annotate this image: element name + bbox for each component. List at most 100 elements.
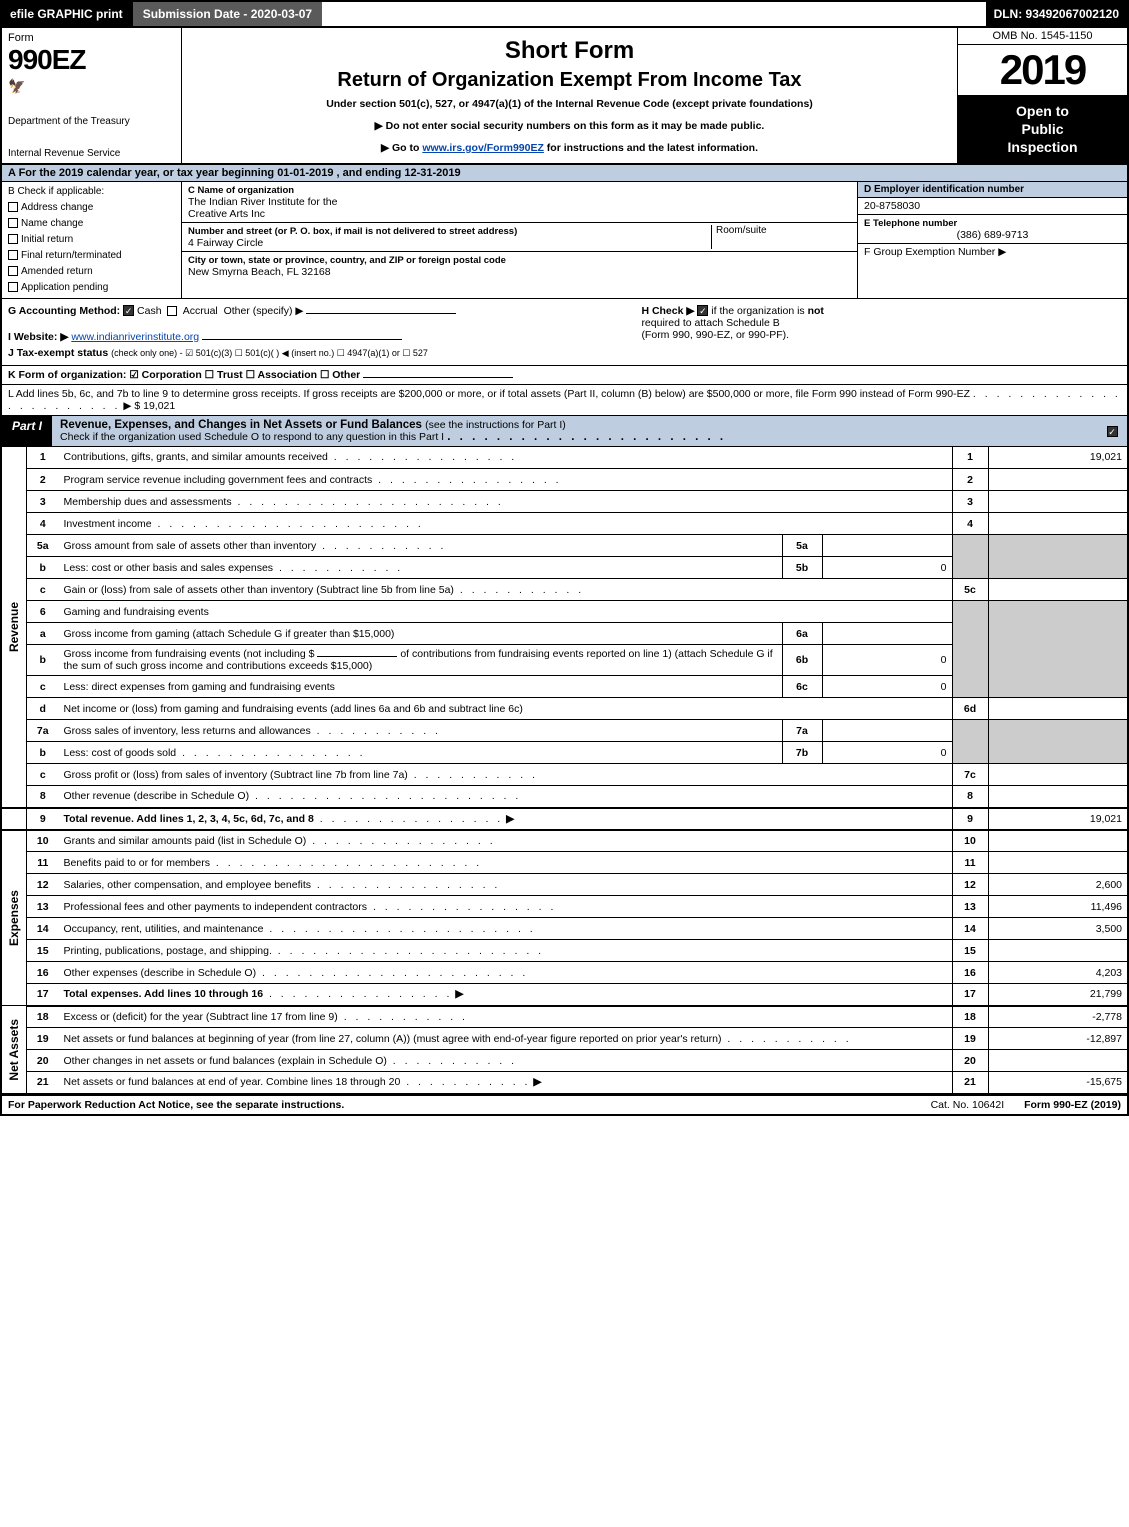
- form-number: 990EZ: [8, 46, 175, 74]
- line-desc: Less: cost or other basis and sales expe…: [64, 562, 274, 574]
- table-row: 3 Membership dues and assessments 3: [1, 491, 1128, 513]
- irs-label: Internal Revenue Service: [8, 148, 175, 159]
- irs-link[interactable]: www.irs.gov/Form990EZ: [422, 142, 544, 154]
- other-specify-field[interactable]: [306, 313, 456, 314]
- open-line2: Public: [962, 120, 1123, 138]
- line-num: a: [27, 623, 59, 645]
- table-row: 9 Total revenue. Add lines 1, 2, 3, 4, 5…: [1, 808, 1128, 830]
- right-num: 9: [952, 808, 988, 830]
- row-k: K Form of organization: ☑ Corporation ☐ …: [0, 366, 1129, 385]
- form-word: Form: [8, 32, 175, 44]
- sub-val: [822, 720, 952, 742]
- label-cash: Cash: [137, 305, 162, 317]
- right-val: [988, 469, 1128, 491]
- ein-label: D Employer identification number: [858, 182, 1127, 198]
- sidebar-expenses: Expenses: [1, 830, 27, 1006]
- checkbox-app-pending[interactable]: [8, 282, 18, 292]
- table-row: d Net income or (loss) from gaming and f…: [1, 698, 1128, 720]
- line-desc: Gain or (loss) from sale of assets other…: [64, 584, 454, 596]
- spacer: [322, 2, 985, 26]
- right-val: [988, 698, 1128, 720]
- j-label: J Tax-exempt status: [8, 347, 108, 359]
- section-gh: G Accounting Method: ✓ Cash Accrual Othe…: [0, 299, 1129, 366]
- fundraising-amount-field[interactable]: [317, 656, 397, 657]
- table-row: 7a Gross sales of inventory, less return…: [1, 720, 1128, 742]
- footer-left: For Paperwork Reduction Act Notice, see …: [8, 1099, 911, 1111]
- right-num: 7c: [952, 764, 988, 786]
- part1-sub: (see the instructions for Part I): [425, 419, 566, 431]
- right-val: 21,799: [988, 984, 1128, 1006]
- label-amended: Amended return: [21, 266, 93, 277]
- line-num: 8: [27, 786, 59, 808]
- irs-logo-icon: 🦅: [8, 78, 175, 95]
- line-num: c: [27, 676, 59, 698]
- line-num: 15: [27, 940, 59, 962]
- line-desc: Gross sales of inventory, less returns a…: [64, 725, 311, 737]
- right-num: 15: [952, 940, 988, 962]
- website-link[interactable]: www.indianriverinstitute.org: [71, 331, 199, 343]
- grey-cell: [952, 535, 988, 579]
- line-num: 7a: [27, 720, 59, 742]
- website-underline: [202, 339, 402, 340]
- top-bar: efile GRAPHIC print Submission Date - 20…: [0, 0, 1129, 28]
- line-desc: Total revenue. Add lines 1, 2, 3, 4, 5c,…: [64, 813, 314, 825]
- checkbox-address-change[interactable]: [8, 202, 18, 212]
- right-val: [988, 579, 1128, 601]
- k-other-field[interactable]: [363, 377, 513, 378]
- efile-graphic-print[interactable]: efile GRAPHIC print: [2, 2, 131, 26]
- footer-right-form: 990-EZ: [1053, 1099, 1087, 1111]
- instr-goto: ▶ Go to www.irs.gov/Form990EZ for instru…: [381, 142, 758, 154]
- sidebar-blank: [1, 808, 27, 830]
- dln: DLN: 93492067002120: [986, 2, 1127, 26]
- line-desc: Investment income: [64, 518, 152, 530]
- sub-val: 0: [822, 645, 952, 676]
- table-row: Revenue 1 Contributions, gifts, grants, …: [1, 447, 1128, 469]
- right-num: 20: [952, 1050, 988, 1072]
- instr-post: for instructions and the latest informat…: [544, 142, 758, 154]
- label-final-return: Final return/terminated: [21, 250, 122, 261]
- section-def: D Employer identification number 20-8758…: [857, 182, 1127, 298]
- sub-val: 0: [822, 676, 952, 698]
- street-address: 4 Fairway Circle: [188, 237, 263, 249]
- g-label: G Accounting Method:: [8, 305, 120, 317]
- right-num: 11: [952, 852, 988, 874]
- checkbox-final-return[interactable]: [8, 250, 18, 260]
- line-num: 21: [27, 1072, 59, 1094]
- line-desc: Gross income from gaming (attach Schedul…: [64, 628, 395, 640]
- line-desc: Gross profit or (loss) from sales of inv…: [64, 769, 408, 781]
- right-val: [988, 940, 1128, 962]
- right-num: 14: [952, 918, 988, 940]
- right-val: [988, 513, 1128, 535]
- dept-treasury: Department of the Treasury: [8, 116, 175, 127]
- line-num: 18: [27, 1006, 59, 1028]
- line-num: 2: [27, 469, 59, 491]
- org-name-2: Creative Arts Inc: [188, 208, 265, 220]
- checkbox-name-change[interactable]: [8, 218, 18, 228]
- right-val: 19,021: [988, 808, 1128, 830]
- city-label: City or town, state or province, country…: [188, 255, 506, 266]
- footer-right-post: (2019): [1088, 1099, 1121, 1111]
- line-desc: Other changes in net assets or fund bala…: [64, 1055, 387, 1067]
- right-num: 6d: [952, 698, 988, 720]
- checkbox-cash[interactable]: ✓: [123, 305, 134, 316]
- table-row: Net Assets 18 Excess or (deficit) for th…: [1, 1006, 1128, 1028]
- right-num: 13: [952, 896, 988, 918]
- right-val: -2,778: [988, 1006, 1128, 1028]
- form-header: Form 990EZ 🦅 Department of the Treasury …: [0, 28, 1129, 165]
- line-num: 17: [27, 984, 59, 1006]
- checkbox-accrual[interactable]: [167, 306, 177, 316]
- right-num: 16: [952, 962, 988, 984]
- checkbox-h[interactable]: ✓: [697, 305, 708, 316]
- line-desc: Excess or (deficit) for the year (Subtra…: [64, 1011, 338, 1023]
- checkbox-amended[interactable]: [8, 266, 18, 276]
- line-num: d: [27, 698, 59, 720]
- addr-label: Number and street (or P. O. box, if mail…: [188, 226, 517, 237]
- grey-cell: [988, 535, 1128, 579]
- sub-val: [822, 623, 952, 645]
- part1-schedule-o-checkbox[interactable]: ✓: [1107, 426, 1118, 437]
- right-num: 21: [952, 1072, 988, 1094]
- checkbox-initial-return[interactable]: [8, 234, 18, 244]
- line-desc: Total expenses. Add lines 10 through 16: [64, 988, 264, 1000]
- h-not: not: [808, 305, 824, 317]
- table-row: 5a Gross amount from sale of assets othe…: [1, 535, 1128, 557]
